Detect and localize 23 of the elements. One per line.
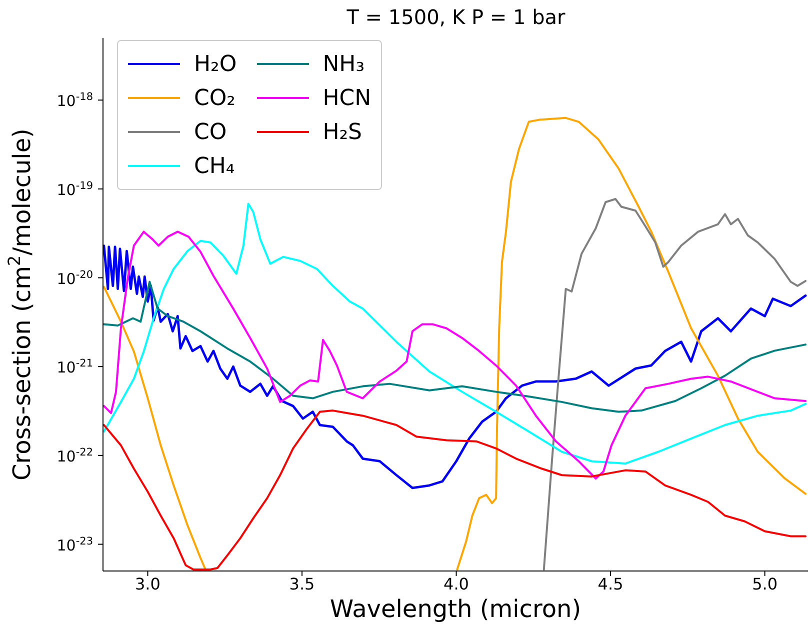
y-tick-label: 10$^{-23}$: [56, 535, 93, 554]
y-tick-label: 10$^{-20}$: [56, 268, 93, 288]
line-series: [103, 202, 807, 465]
x-tick-label: 3.0: [135, 574, 160, 594]
legend-label: CH₄: [194, 154, 235, 178]
legend-label: HCN: [322, 86, 372, 110]
x-tick-label: 4.5: [598, 574, 624, 594]
y-tick-label: 10$^{-19}$: [56, 180, 93, 199]
y-tick-label: 10$^{-18}$: [56, 91, 93, 110]
legend-label: H₂O: [194, 52, 237, 76]
legend-label: CO: [194, 120, 227, 144]
legend-label: CO₂: [194, 86, 236, 110]
y-tick-label: 10$^{-21}$: [56, 358, 93, 377]
x-tick-label: 4.0: [444, 574, 469, 594]
line-series: [103, 280, 807, 413]
legend-label: H₂S: [322, 120, 362, 144]
x-tick-label: 3.5: [289, 574, 315, 594]
x-tick-label: 5.0: [752, 574, 778, 594]
legend-label: NH₃: [322, 52, 365, 76]
chart-title: T = 1500, K P = 1 bar: [346, 5, 566, 29]
line-series: [542, 198, 807, 570]
y-tick-label: 10$^{-22}$: [56, 446, 93, 466]
x-axis-title: Wavelength (micron): [330, 595, 582, 623]
